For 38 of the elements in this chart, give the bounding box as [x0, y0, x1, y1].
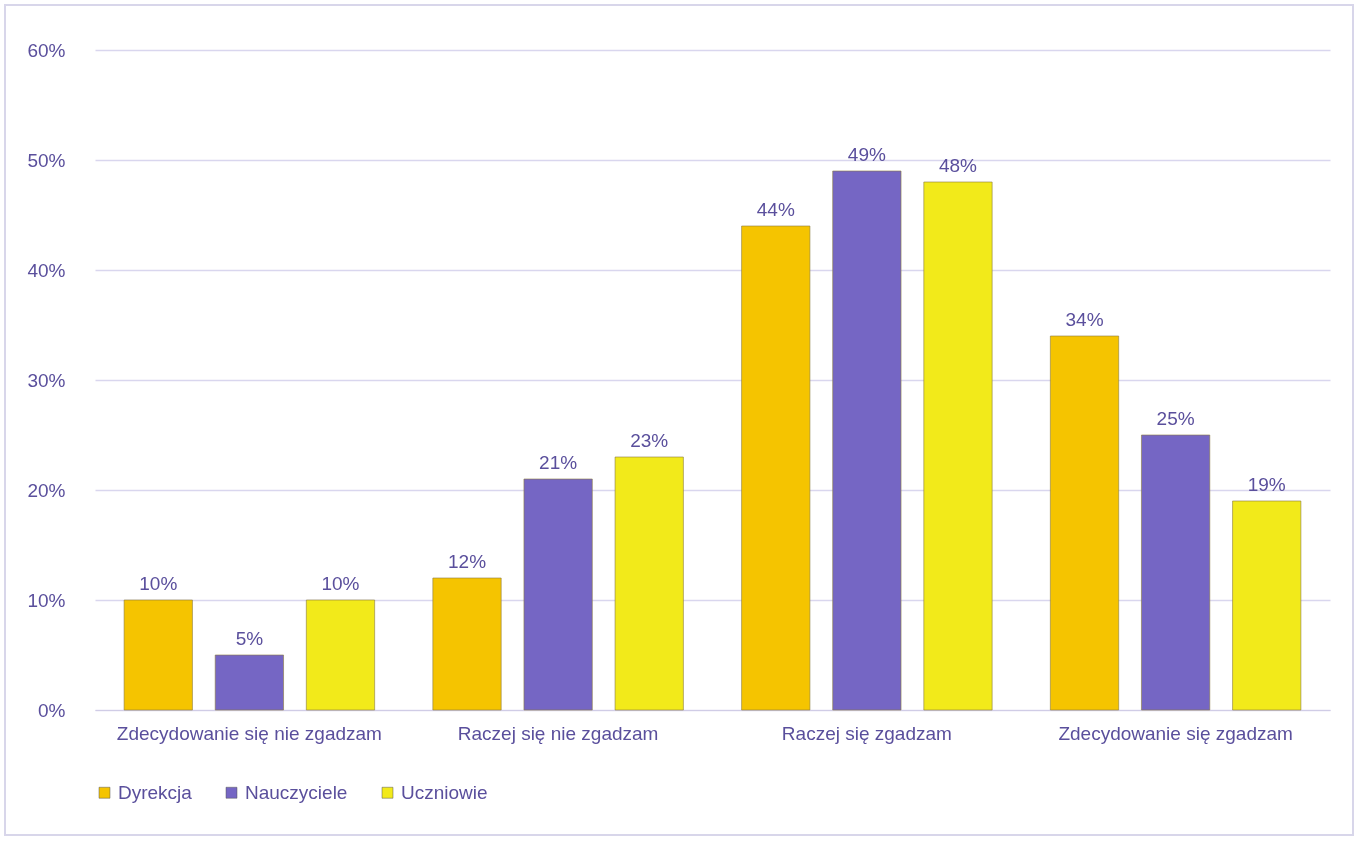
legend-label: Uczniowie — [401, 781, 488, 803]
legend-label: Nauczyciele — [245, 781, 348, 803]
bar — [832, 170, 902, 711]
bar — [306, 599, 375, 711]
y-tick-label: 30% — [27, 369, 66, 391]
y-tick-label: 10% — [27, 589, 66, 611]
data-label: 44% — [756, 199, 795, 220]
data-label: 5% — [235, 628, 264, 649]
bar — [614, 456, 684, 711]
data-label: 25% — [1156, 408, 1195, 429]
y-tick-label: 20% — [27, 479, 66, 501]
data-label: 10% — [139, 573, 178, 594]
x-tick-label: Zdecydowanie się zgadzam — [1058, 722, 1293, 744]
bar — [1141, 434, 1211, 711]
data-label: 23% — [630, 430, 669, 451]
legend-label: Dyrekcja — [118, 781, 193, 803]
x-tick-label: Raczej się zgadzam — [781, 722, 952, 744]
bar — [923, 181, 993, 711]
data-label: 10% — [321, 573, 360, 594]
bar — [523, 478, 593, 711]
data-label: 34% — [1065, 309, 1104, 330]
x-tick-label: Raczej się nie zgadzam — [457, 722, 659, 744]
y-tick-label: 50% — [27, 149, 66, 171]
bar — [1050, 335, 1119, 711]
y-tick-label: 0% — [38, 699, 66, 721]
bar — [741, 225, 811, 711]
bar — [1232, 500, 1302, 711]
data-label: 19% — [1247, 474, 1286, 495]
data-label: 49% — [847, 144, 886, 165]
y-tick-label: 60% — [27, 39, 66, 61]
bar — [214, 654, 284, 711]
data-label: 21% — [539, 452, 578, 473]
y-tick-label: 40% — [27, 259, 66, 281]
x-tick-label: Zdecydowanie się nie zgadzam — [116, 722, 382, 744]
bar — [432, 577, 502, 711]
data-label: 48% — [938, 155, 978, 176]
data-label: 12% — [448, 551, 487, 572]
bar — [123, 599, 193, 711]
